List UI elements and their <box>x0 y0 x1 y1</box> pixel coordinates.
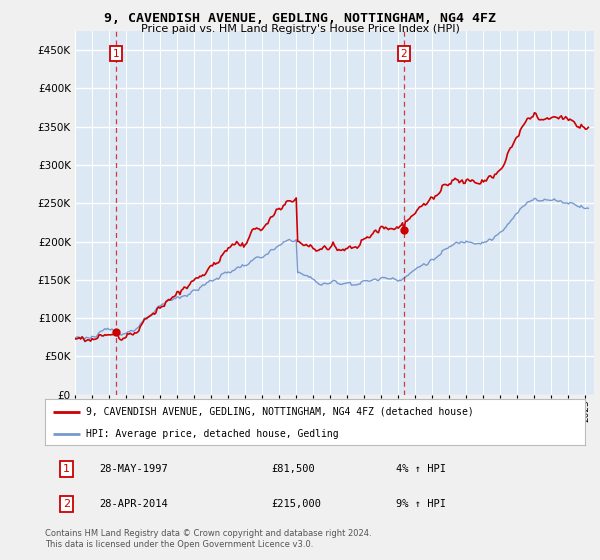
Text: 28-MAY-1997: 28-MAY-1997 <box>99 464 168 474</box>
Text: 28-APR-2014: 28-APR-2014 <box>99 499 168 508</box>
Text: £81,500: £81,500 <box>272 464 316 474</box>
Text: Contains HM Land Registry data © Crown copyright and database right 2024.
This d: Contains HM Land Registry data © Crown c… <box>45 529 371 549</box>
Text: 2: 2 <box>401 49 407 59</box>
Text: 2: 2 <box>63 499 70 508</box>
Text: 9, CAVENDISH AVENUE, GEDLING, NOTTINGHAM, NG4 4FZ: 9, CAVENDISH AVENUE, GEDLING, NOTTINGHAM… <box>104 12 496 25</box>
Text: 9, CAVENDISH AVENUE, GEDLING, NOTTINGHAM, NG4 4FZ (detached house): 9, CAVENDISH AVENUE, GEDLING, NOTTINGHAM… <box>86 407 473 417</box>
Text: 1: 1 <box>113 49 119 59</box>
Text: £215,000: £215,000 <box>272 499 322 508</box>
Text: Price paid vs. HM Land Registry's House Price Index (HPI): Price paid vs. HM Land Registry's House … <box>140 24 460 34</box>
Text: HPI: Average price, detached house, Gedling: HPI: Average price, detached house, Gedl… <box>86 429 338 438</box>
Text: 1: 1 <box>63 464 70 474</box>
Text: 9% ↑ HPI: 9% ↑ HPI <box>396 499 446 508</box>
Text: 4% ↑ HPI: 4% ↑ HPI <box>396 464 446 474</box>
